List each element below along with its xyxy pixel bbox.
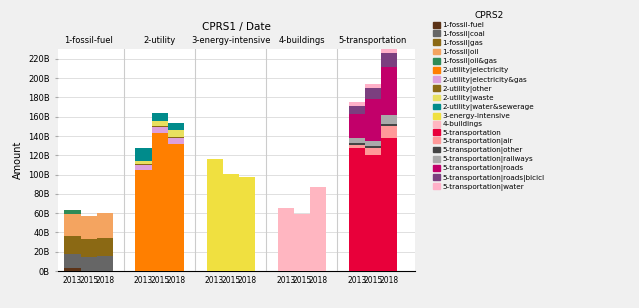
Bar bbox=[151, 128, 168, 133]
Bar bbox=[310, 187, 326, 271]
Bar bbox=[349, 114, 365, 138]
Bar bbox=[239, 176, 255, 271]
Bar bbox=[206, 159, 223, 271]
Bar bbox=[65, 236, 81, 254]
Text: 5-transportation: 5-transportation bbox=[339, 36, 407, 45]
Bar bbox=[96, 238, 113, 256]
Bar bbox=[135, 161, 151, 164]
Bar bbox=[349, 148, 365, 271]
Text: 3-energy-intensive: 3-energy-intensive bbox=[191, 36, 270, 45]
Text: 4-buildings: 4-buildings bbox=[279, 36, 325, 45]
Bar bbox=[65, 268, 81, 271]
Bar bbox=[135, 170, 151, 271]
Bar bbox=[168, 137, 184, 138]
Text: 2-utility: 2-utility bbox=[144, 36, 176, 45]
Bar bbox=[349, 138, 365, 143]
Bar bbox=[168, 144, 184, 271]
Bar bbox=[381, 48, 397, 53]
Bar bbox=[168, 138, 184, 144]
Bar bbox=[223, 174, 239, 271]
Title: CPRS1 / Date: CPRS1 / Date bbox=[202, 22, 271, 32]
Bar bbox=[294, 214, 310, 271]
Bar bbox=[365, 84, 381, 88]
Bar bbox=[168, 123, 184, 130]
Bar bbox=[135, 148, 151, 161]
Y-axis label: Amount: Amount bbox=[13, 141, 22, 179]
Bar bbox=[81, 239, 96, 257]
Bar bbox=[65, 210, 81, 214]
Bar bbox=[135, 165, 151, 170]
Bar bbox=[381, 124, 397, 126]
Bar bbox=[151, 121, 168, 126]
Bar bbox=[168, 130, 184, 137]
Bar bbox=[365, 155, 381, 271]
Bar bbox=[135, 164, 151, 165]
Bar bbox=[65, 214, 81, 236]
Bar bbox=[151, 133, 168, 271]
Bar bbox=[349, 106, 365, 114]
Bar bbox=[81, 216, 96, 239]
Legend: 1-fossil-fuel, 1-fossil|coal, 1-fossil|gas, 1-fossil|oil, 1-fossil|oil&gas, 2-ut: 1-fossil-fuel, 1-fossil|coal, 1-fossil|g… bbox=[432, 10, 546, 192]
Bar bbox=[365, 141, 381, 146]
Bar bbox=[381, 67, 397, 115]
Bar bbox=[349, 145, 365, 148]
Bar bbox=[81, 257, 96, 271]
Bar bbox=[96, 256, 113, 271]
Bar bbox=[381, 53, 397, 67]
Bar bbox=[365, 148, 381, 155]
Bar bbox=[365, 99, 381, 141]
Bar bbox=[381, 126, 397, 138]
Bar bbox=[96, 213, 113, 238]
Bar bbox=[65, 254, 81, 268]
Bar bbox=[151, 126, 168, 128]
Text: 1-fossil-fuel: 1-fossil-fuel bbox=[65, 36, 113, 45]
Bar bbox=[381, 115, 397, 124]
Bar bbox=[349, 143, 365, 145]
Bar bbox=[349, 102, 365, 106]
Bar bbox=[381, 138, 397, 271]
Bar bbox=[365, 146, 381, 148]
Bar bbox=[365, 88, 381, 99]
Bar bbox=[151, 113, 168, 121]
Bar bbox=[277, 209, 294, 271]
